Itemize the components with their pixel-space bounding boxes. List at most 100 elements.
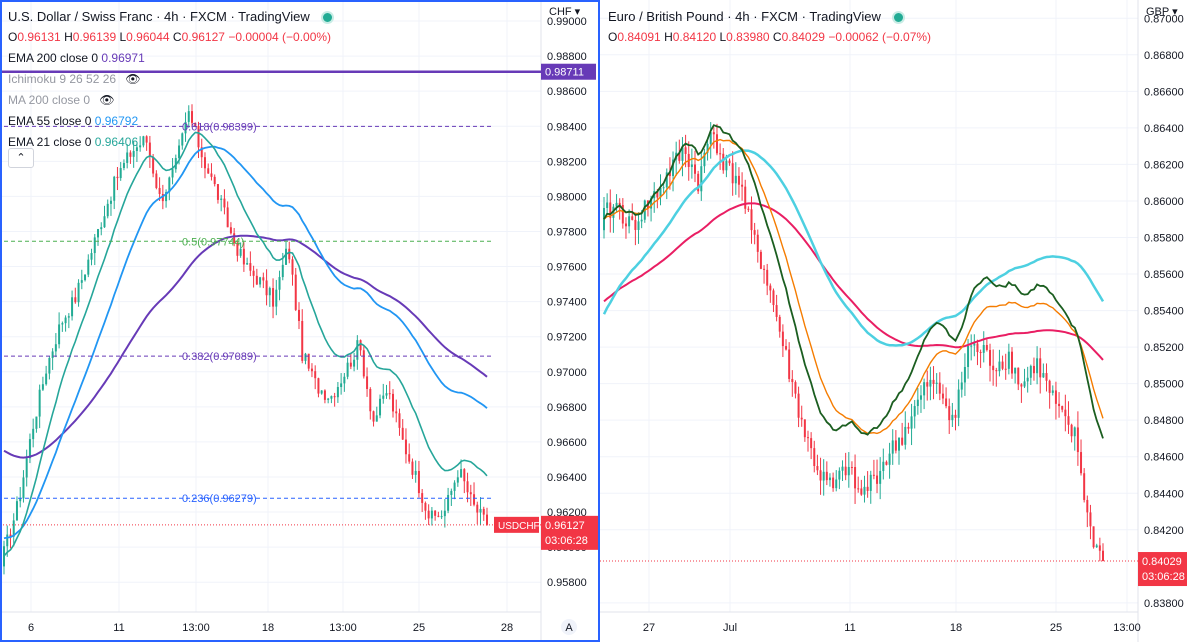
candle-body (242, 248, 245, 265)
candle-body (382, 395, 385, 399)
close-value: 0.84029 (781, 30, 825, 44)
candle-body (353, 359, 356, 367)
time-tick-label: 11 (113, 622, 124, 634)
eye-hidden-icon[interactable]: 👁︎ (125, 72, 141, 86)
currency-label[interactable]: CHF ▾ (549, 6, 581, 18)
candle-body (976, 343, 979, 352)
price-tick-label: 0.96400 (547, 472, 587, 484)
candle-body (722, 153, 725, 171)
candle-body (1061, 406, 1064, 410)
candle-body (391, 393, 394, 412)
indicator-ichimoku[interactable]: Ichimoku 9 26 52 26 👁︎ (8, 69, 334, 90)
auto-scale-button[interactable] (561, 619, 577, 635)
price-tick-label: 0.97400 (547, 297, 587, 309)
candle-body (1086, 499, 1089, 513)
collapse-legend-button[interactable]: ⌃ (8, 148, 34, 168)
indicator-name: EMA 21 close 0 (8, 135, 92, 149)
candle-body (466, 481, 469, 493)
price-tick-label: 0.85600 (1144, 269, 1184, 281)
candle-body (135, 147, 138, 152)
candle-body (744, 186, 747, 209)
candle-body (794, 382, 797, 394)
candle-body (656, 191, 659, 198)
candle-body (482, 508, 485, 515)
candle-body (910, 416, 913, 429)
eurgbp-chart-svg[interactable]: 0.87000 0.86800 0.86600 0.86400 0.86200 0.860… (600, 0, 1187, 642)
time-tick-label: 25 (1050, 622, 1062, 634)
candle-body (1089, 512, 1092, 527)
usdchf-chart-svg[interactable]: 0.99000 0.98800 0.98600 0.98400 0.98200 0.980… (0, 0, 600, 642)
candle-body (259, 277, 262, 285)
price-tick-label: 0.97200 (547, 332, 587, 344)
candle-body (1032, 365, 1035, 374)
open-value: 0.96131 (17, 30, 61, 44)
eurgbp-legend: Euro / British Pound · 4h · FXCM · Tradi… (608, 6, 931, 48)
candle-body (684, 147, 687, 154)
candle-body (51, 351, 54, 359)
time-tick-label: Jul (723, 622, 737, 634)
candle-body (1036, 358, 1039, 374)
candle-body (213, 176, 216, 185)
candle-body (700, 166, 703, 192)
eye-hidden-icon[interactable]: 👁︎ (99, 93, 115, 107)
time-tick-label: 28 (501, 622, 513, 634)
indicator-name: EMA 200 close 0 (8, 51, 99, 65)
candle-body (844, 466, 847, 476)
candle-body (995, 370, 998, 372)
candle-body (668, 172, 671, 177)
candle-body (401, 427, 404, 440)
price-tick-label: 0.86600 (1144, 86, 1184, 98)
candle-body (634, 219, 637, 230)
candle-body (750, 209, 753, 231)
candle-body (291, 259, 294, 275)
candle-body (93, 237, 96, 254)
chart-title[interactable]: Euro / British Pound · 4h · FXCM · Tradi… (608, 9, 881, 24)
candle-body (954, 414, 957, 418)
candle-body (216, 184, 219, 200)
candle-body (346, 362, 349, 377)
candle-body (775, 305, 778, 317)
candle-body (1017, 367, 1020, 385)
candle-body (806, 437, 809, 439)
candle-body (97, 229, 100, 238)
candle-body (388, 393, 391, 395)
price-badge (1138, 552, 1187, 587)
candle-body (45, 373, 48, 385)
high-value: 0.96139 (72, 30, 117, 44)
candle-body (194, 122, 197, 126)
indicator-value: 0.96406 (94, 135, 139, 149)
candle-body (155, 173, 158, 188)
candle-body (672, 159, 675, 177)
candle-body (734, 175, 737, 184)
indicator-ema200[interactable]: EMA 200 close 0 0.96971 (8, 48, 334, 69)
eurgbp-chart-panel[interactable]: 0.87000 0.86800 0.86600 0.86400 0.86200 0.860… (600, 0, 1187, 642)
currency-label[interactable]: GBP ▾ (1146, 6, 1178, 18)
indicator-ma200[interactable]: MA 200 close 0 👁︎ (8, 90, 334, 111)
indicator-ema55[interactable]: EMA 55 close 0 0.96792 (8, 111, 334, 132)
candle-body (443, 510, 446, 517)
candle-body (90, 253, 93, 260)
candle-body (854, 467, 857, 489)
candle-body (327, 398, 330, 400)
candle-body (398, 413, 401, 428)
time-tick-label: 13:00 (329, 622, 357, 634)
price-badge-value: 0.96127 (545, 520, 585, 532)
chart-title[interactable]: U.S. Dollar / Swiss Franc · 4h · FXCM · … (8, 9, 310, 24)
candle-body (223, 198, 226, 208)
usdchf-chart-panel[interactable]: 0.99000 0.98800 0.98600 0.98400 0.98200 0.980… (0, 0, 600, 642)
price-tick-label: 0.84600 (1144, 452, 1184, 464)
candle-body (460, 469, 463, 478)
candle-body (152, 156, 155, 174)
candle-body (278, 277, 281, 290)
candle-body (816, 466, 819, 471)
candle-body (320, 390, 323, 394)
candle-body (863, 486, 866, 495)
indicator-ema21[interactable]: EMA 21 close 0 0.96406 (8, 132, 334, 153)
candle-body (847, 466, 850, 476)
candle-body (712, 132, 715, 135)
price-tick-label: 0.97600 (547, 262, 587, 274)
candle-body (985, 344, 988, 350)
candle-body (606, 202, 609, 208)
time-tick-label: 6 (28, 622, 34, 634)
candle-body (766, 269, 769, 286)
